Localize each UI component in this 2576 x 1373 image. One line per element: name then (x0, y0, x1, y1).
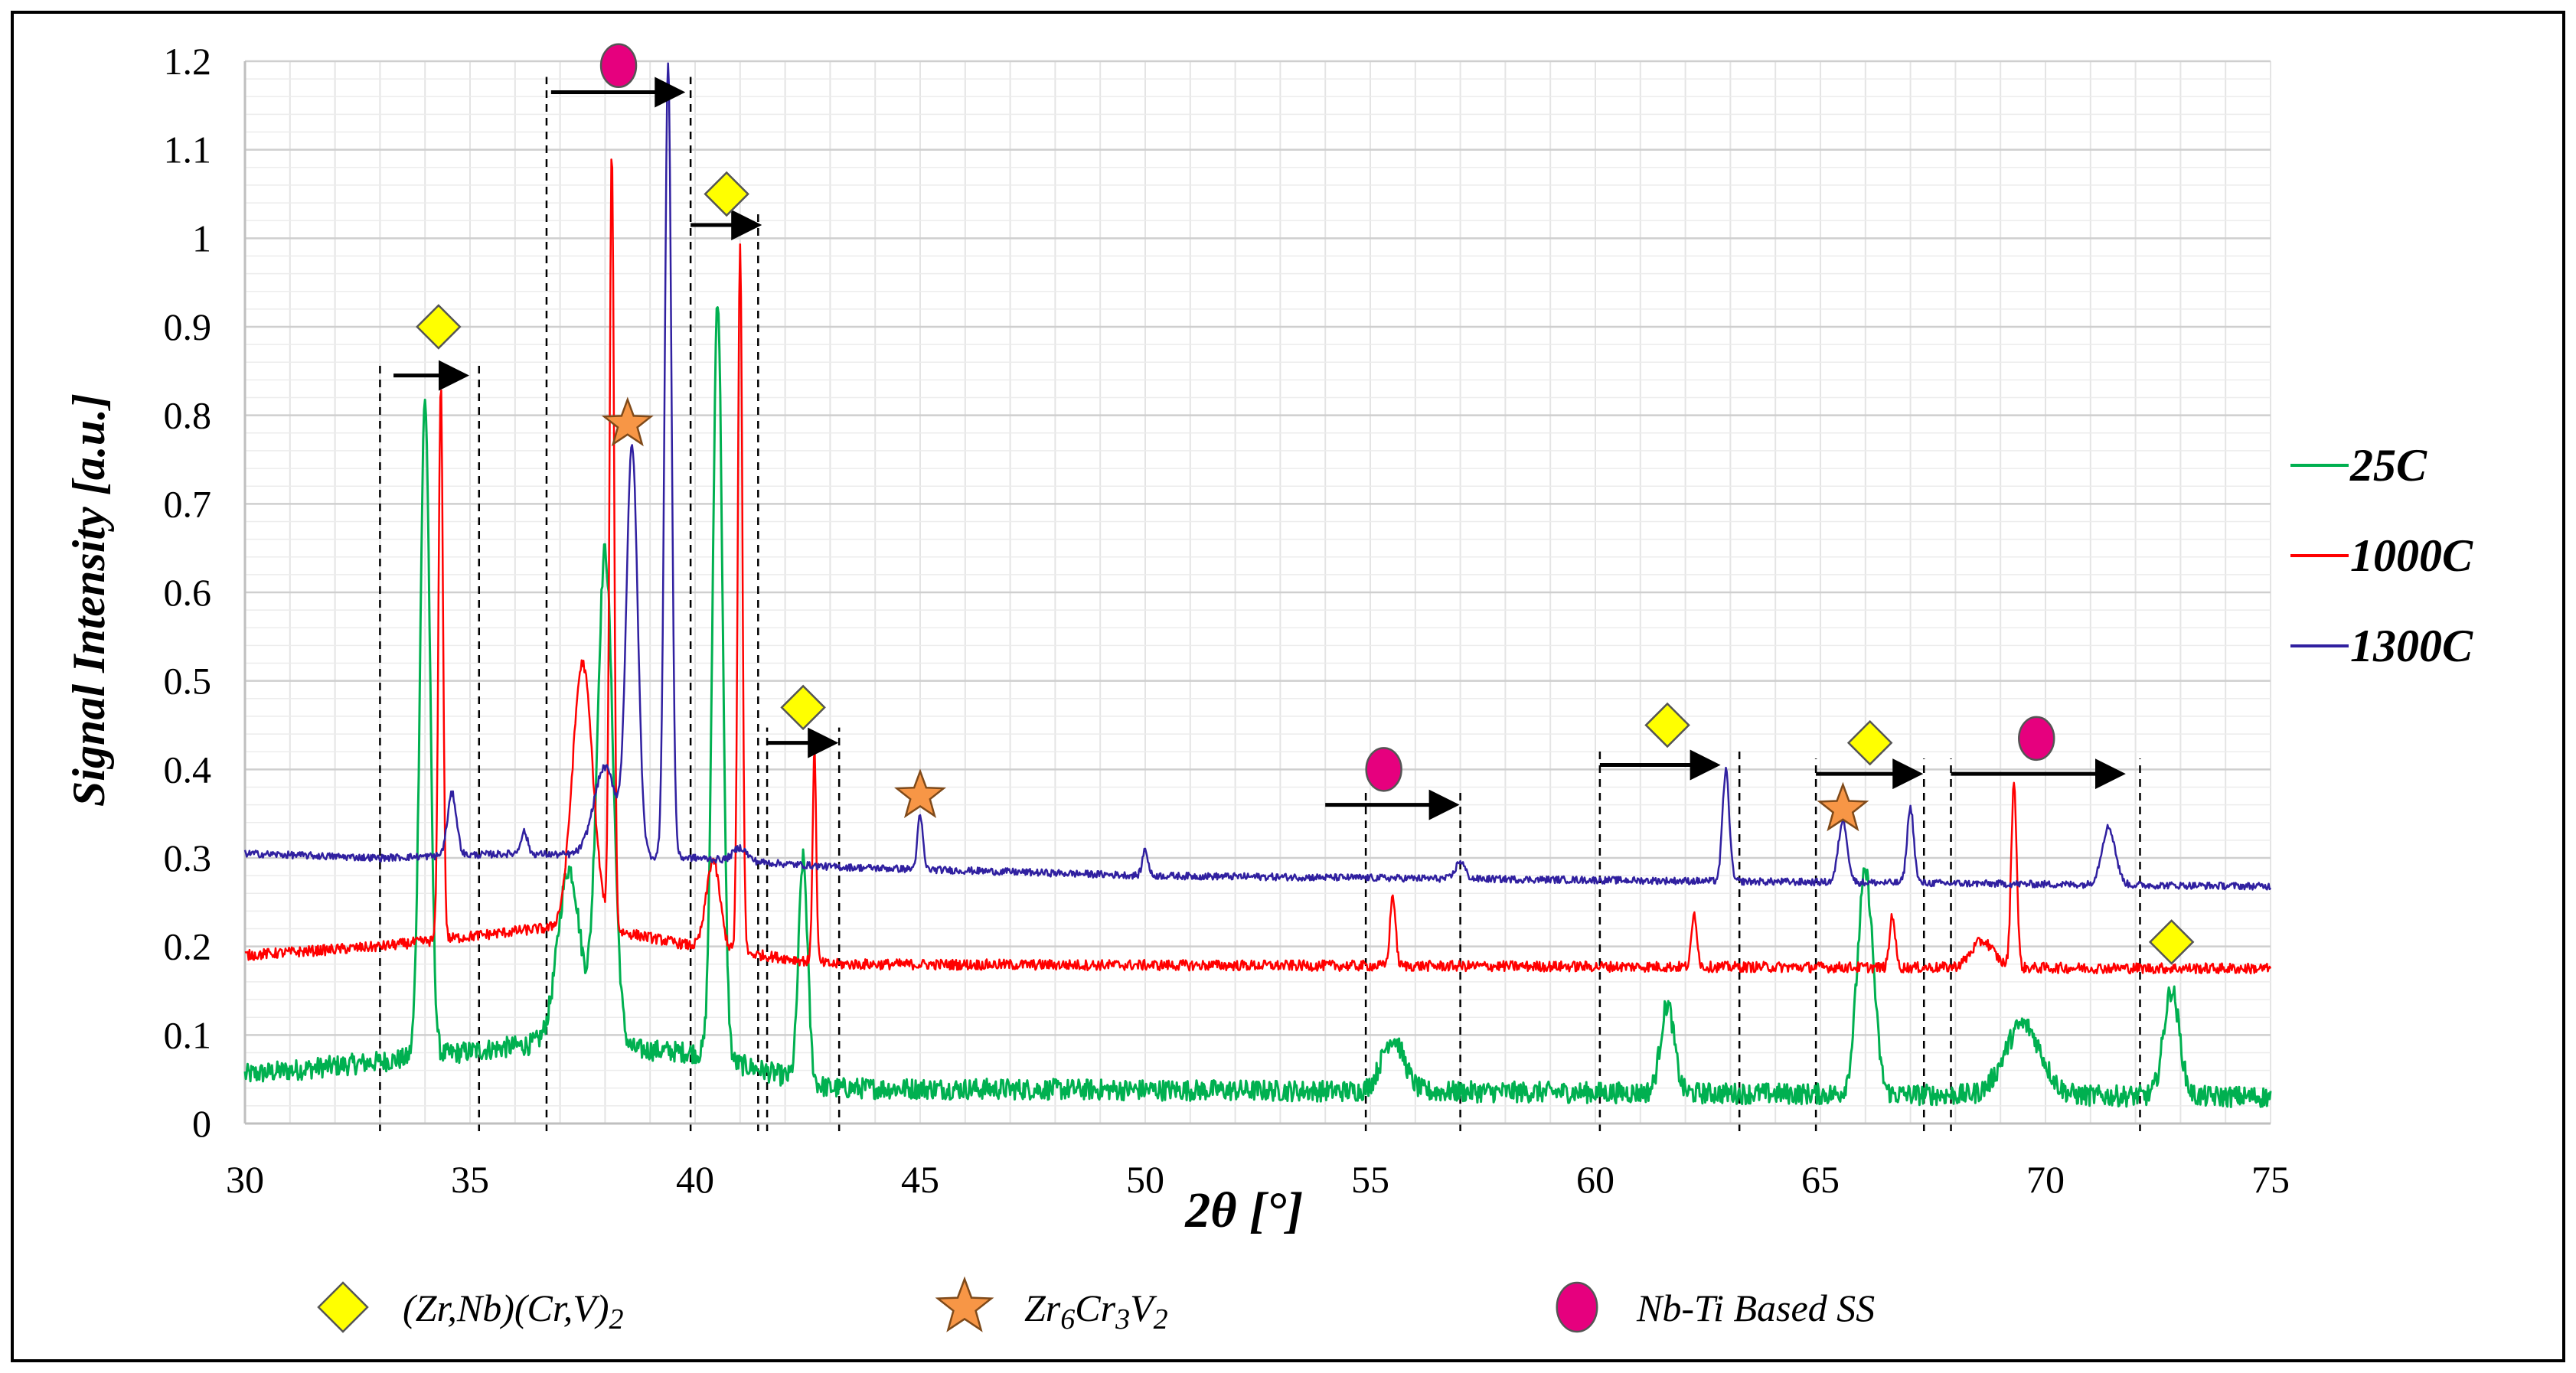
series-line-1300C (243, 62, 2272, 891)
x-axis-label: 2θ [°] (1184, 1182, 1303, 1238)
y-tick-label: 0.2 (164, 925, 212, 968)
phase-label-part: Nb-Ti Based SS (1636, 1287, 1875, 1329)
series-group (243, 62, 2272, 1108)
phase-label-part: 2 (609, 1303, 623, 1335)
series-legend: 25C 1000C 1300C (2290, 440, 2473, 671)
y-tick-label: 0.1 (164, 1013, 212, 1056)
x-tick-label: 40 (676, 1158, 714, 1201)
dashed-guide-lines (379, 77, 2141, 1131)
y-tick-label: 0.3 (164, 837, 212, 879)
diamond-marker (1644, 702, 1690, 748)
phase-label-part: 2 (1154, 1303, 1168, 1335)
phase-legend-label: Zr6Cr3V2 (1024, 1287, 1168, 1335)
star-marker (601, 396, 654, 447)
tick-labels: 0 0.1 0.2 0.3 0.4 0.5 0.6 0.7 0.8 0.9 1 1.1 1.2 30 35 4… (164, 40, 2290, 1201)
diamond-marker (317, 1281, 369, 1333)
phase-legend-label: Nb-Ti Based SS (1636, 1287, 1875, 1329)
series-line-1000C (244, 158, 2272, 975)
phase-label-part: V (1130, 1287, 1157, 1329)
star-marker (1817, 781, 1869, 832)
legend-label: 1000C (2350, 530, 2473, 581)
y-tick-label: 0.6 (164, 571, 212, 614)
diamond-marker (1846, 719, 1893, 766)
diamond-marker (780, 684, 826, 731)
y-tick-label: 0.8 (164, 394, 212, 437)
circle-marker (1556, 1281, 1598, 1333)
phase-label-part: 6 (1060, 1303, 1075, 1335)
x-tick-label: 35 (451, 1158, 489, 1201)
y-tick-label: 1.1 (164, 129, 212, 171)
x-tick-label: 55 (1351, 1158, 1389, 1201)
y-tick-label: 0.4 (164, 748, 212, 791)
series-line-25C (243, 306, 2272, 1108)
x-tick-label: 60 (1576, 1158, 1614, 1201)
diamond-marker (416, 304, 462, 350)
phase-legend: (Zr,Nb)(Cr,V)2 Zr6Cr3V2 Nb-Ti Based SS (317, 1276, 1875, 1335)
y-tick-label: 0.7 (164, 482, 212, 525)
diamond-marker (2148, 919, 2195, 965)
axes (243, 61, 2271, 1125)
x-tick-label: 70 (2026, 1158, 2065, 1201)
star-marker (935, 1276, 994, 1332)
circle-marker (2018, 716, 2055, 762)
y-axis-label: Signal Intensity [a.u.] (64, 393, 114, 807)
shift-arrows (393, 77, 2126, 820)
legend-label: 25C (2349, 440, 2427, 491)
phase-symbols (416, 43, 2195, 965)
y-tick-label: 0.9 (164, 305, 212, 348)
y-tick-label: 1.2 (164, 40, 212, 83)
circle-marker (599, 43, 638, 89)
axis-labels: Signal Intensity [a.u.] 2θ [°] (64, 393, 1303, 1238)
phase-label-part: Zr (1024, 1287, 1061, 1329)
phase-label-part: (Zr,Nb)(Cr,V) (403, 1287, 609, 1329)
x-tick-label: 65 (1801, 1158, 1840, 1201)
figure-frame: 0 0.1 0.2 0.3 0.4 0.5 0.6 0.7 0.8 0.9 1 1.1 1.2 30 35 4… (11, 11, 2565, 1362)
y-tick-label: 0.5 (164, 660, 212, 703)
y-tick-label: 1 (192, 217, 211, 259)
circle-marker (1365, 747, 1402, 792)
star-marker (893, 768, 947, 819)
x-tick-label: 45 (901, 1158, 939, 1201)
diamond-marker (704, 171, 749, 217)
x-tick-label: 50 (1126, 1158, 1164, 1201)
x-tick-label: 30 (226, 1158, 264, 1201)
x-tick-label: 75 (2251, 1158, 2290, 1201)
y-tick-label: 0 (192, 1102, 211, 1145)
phase-legend-label: (Zr,Nb)(Cr,V)2 (403, 1287, 623, 1335)
phase-label-part: 3 (1115, 1303, 1130, 1335)
legend-label: 1300C (2350, 621, 2473, 671)
xrd-chart: 0 0.1 0.2 0.3 0.4 0.5 0.6 0.7 0.8 0.9 1 1.1 1.2 30 35 4… (64, 40, 2473, 1335)
phase-label-part: Cr (1075, 1287, 1115, 1329)
